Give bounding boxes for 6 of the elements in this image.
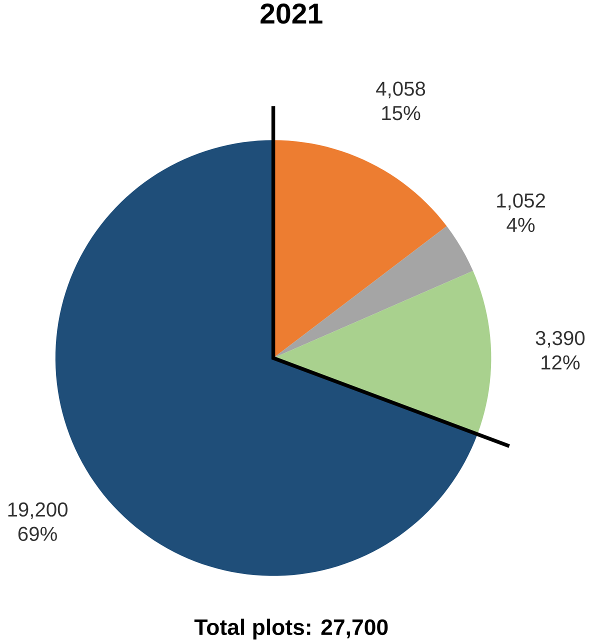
chart-title: 2021 <box>260 4 323 24</box>
text: Total plots: 27,700 <box>194 618 388 640</box>
data-label: 19,200 69% <box>8 502 68 542</box>
data-label: 1,052 4% <box>497 193 546 232</box>
data-label: 3,390 12% <box>536 330 585 370</box>
data-label: 4,058 15% <box>376 82 426 120</box>
